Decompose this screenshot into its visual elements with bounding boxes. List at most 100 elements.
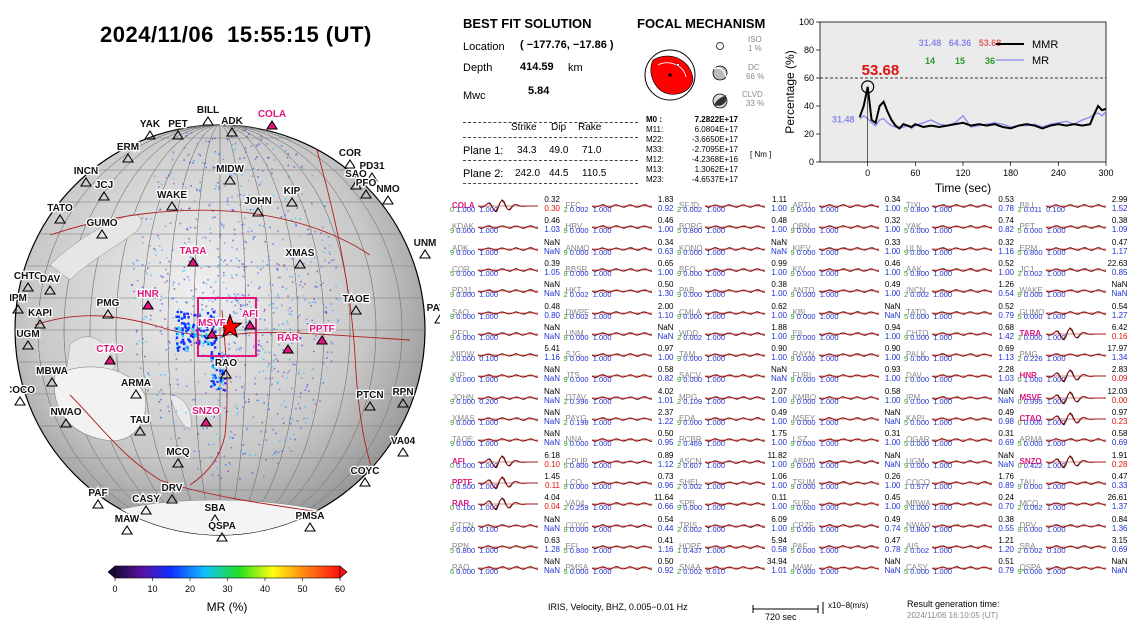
station-cell-kdak: KDAK 0.46 1.03 9 0.000 1.000 (450, 216, 560, 236)
station-waveform (818, 438, 879, 443)
station-waveform (705, 459, 765, 464)
station-value-top: 1.75 (771, 429, 787, 439)
station-cell-bill: BILL 2.99 1.52 2 0.011 0.100 (1017, 195, 1128, 215)
globe-station-wake: WAKE (156, 189, 189, 211)
station-name: ASCN (679, 456, 702, 466)
svg-text:GUMO: GUMO (86, 218, 117, 229)
station-name: PTCN (452, 520, 474, 530)
globe-station-casy: CASY (131, 493, 161, 515)
station-value-top: 0.49 (998, 408, 1014, 417)
station-cell-cmla: CMLA 0.62 1.00 9 0.000 1.000 (677, 302, 787, 322)
station-value-bottom: NaN (1111, 566, 1128, 576)
station-value-top: 0.99 (771, 258, 787, 268)
globe-station-mbwa: MBWA (35, 365, 69, 387)
station-value-bottom: 0.66 (657, 502, 674, 512)
station-cell-msey: MSEY NaN NaN 9 0.000 1.000 (791, 408, 901, 428)
station-name: WDD (679, 328, 699, 338)
station-value-top: 0.58 (657, 365, 674, 375)
colorbar-tick: 60 (335, 584, 345, 594)
station-waveform (705, 523, 765, 528)
globe-station-snzo: SNZO (191, 405, 221, 427)
source-region-box (197, 297, 257, 357)
globe-station-ctao: CTAO (95, 343, 125, 365)
station-cell-uln: ULN 0.32 1.16 9 0.000 1.000 (904, 238, 1014, 258)
station-value-top: 0.31 (998, 429, 1014, 439)
station-value-bottom: 1.00 (771, 523, 787, 533)
station-name: DWPF (565, 307, 590, 317)
globe-station-va04: VA04 (390, 435, 417, 457)
tensor-row: M0 : 7.2822E+17 (646, 115, 738, 124)
svg-text:SBA: SBA (204, 503, 225, 514)
left-value: 31.48 (832, 115, 855, 125)
station-name: SAO (452, 307, 469, 317)
station-cell-sao: SAO 0.48 0.80 9 0.000 1.000 (450, 302, 560, 322)
station-weights: 5 0.000 1.000 (1017, 439, 1066, 449)
station-value-bottom: 0.54 (998, 289, 1014, 299)
y-tick-label: 0 (809, 157, 814, 167)
station-value-bottom: 1.00 (884, 225, 901, 235)
station-value-bottom: NaN (543, 331, 560, 341)
station-value-bottom: 0.11 (545, 480, 560, 490)
station-waveform (705, 246, 765, 251)
station-weights: 2 0.198 1.000 (563, 418, 612, 427)
station-value-bottom: NaN (997, 395, 1014, 405)
station-waveform (591, 374, 652, 379)
station-waveform (591, 204, 652, 208)
station-waveform (1045, 289, 1106, 294)
x-tick-label: 300 (1098, 168, 1113, 178)
station-waveform (478, 199, 538, 213)
station-cell-kmbo: KMBO 0.58 1.00 9 0.000 1.000 (791, 387, 901, 407)
station-waveform (705, 353, 765, 358)
station-waveform (591, 523, 652, 528)
station-value-top: 0.46 (544, 216, 560, 226)
station-cell-tau: TAU 0.47 0.33 9 0.000 1.000 (1018, 472, 1128, 492)
station-value-top: NaN (770, 365, 787, 375)
station-cell-kiev: KIEV 0.33 1.00 9 0.000 1.000 (791, 238, 901, 258)
station-value-bottom: 1.01 (657, 395, 674, 405)
station-value-top: 0.49 (771, 408, 787, 417)
station-cell-afi: AFI 6.18 0.10 0 0.000 1.000 (450, 451, 560, 471)
station-waveform (591, 267, 652, 272)
station-value-bottom: 0.44 (657, 523, 674, 533)
station-waveform (818, 374, 879, 379)
station-weights: 2 0.002 1.000 (677, 332, 725, 342)
tensor-unit: [ Nm ] (750, 150, 772, 159)
station-value-top: 0.32 (544, 195, 560, 204)
station-weights: 9 0.000 1.000 (450, 375, 498, 385)
station-cell-drv: DRV 0.84 1.36 9 0.000 1.000 (1018, 514, 1128, 535)
depth-unit: km (568, 62, 583, 74)
station-name: HRV (565, 222, 583, 232)
station-value-bottom: 1.00 (884, 480, 901, 490)
station-value-bottom: 0.58 (771, 544, 787, 554)
station-waveform (932, 566, 992, 570)
station-waveform (591, 566, 652, 571)
plane1-rake: 71.0 (582, 145, 602, 156)
station-value-top: 0.49 (884, 280, 901, 290)
station-weights: 9 0.000 1.000 (563, 375, 612, 385)
station-value-bottom: 1.20 (998, 544, 1014, 554)
station-cell-rcbr: RCBR 1.75 1.00 2 0.469 1.000 (677, 429, 787, 449)
station-weights: 9 0.000 1.000 (790, 290, 839, 300)
station-weights: 2 0.002 1.000 (677, 524, 725, 534)
station-value-top: 0.97 (1111, 408, 1128, 417)
station-name: AAK (906, 264, 923, 274)
station-waveform (818, 459, 879, 464)
station-value-top: 11.82 (767, 450, 787, 460)
station-weights: 2 0.011 0.100 (1017, 205, 1065, 214)
station-name: CPUP (565, 456, 588, 466)
station-value-top: 0.84 (1111, 514, 1128, 524)
station-cell-gumo: GUMO 0.54 1.27 5 0.000 1.000 (1018, 302, 1128, 322)
svg-text:BILL: BILL (197, 105, 219, 116)
station-waveform (478, 267, 538, 272)
station-name: KIV (792, 264, 806, 274)
station-name: SFJD (679, 201, 699, 210)
station-name: ARMA (1019, 435, 1043, 445)
station-waveform (818, 523, 879, 528)
station-waveform (591, 331, 652, 336)
tensor-row: M11: 6.0804E+17 (646, 125, 738, 134)
station-value-bottom: 1.37 (1111, 502, 1128, 512)
station-cell-nwao: NWAO 0.38 0.55 5 0.800 1.000 (904, 515, 1014, 535)
plane2-strike: 242.0 (515, 168, 541, 179)
svg-text:CHTO: CHTO (14, 271, 42, 282)
station-value-bottom: 1.22 (657, 417, 674, 426)
